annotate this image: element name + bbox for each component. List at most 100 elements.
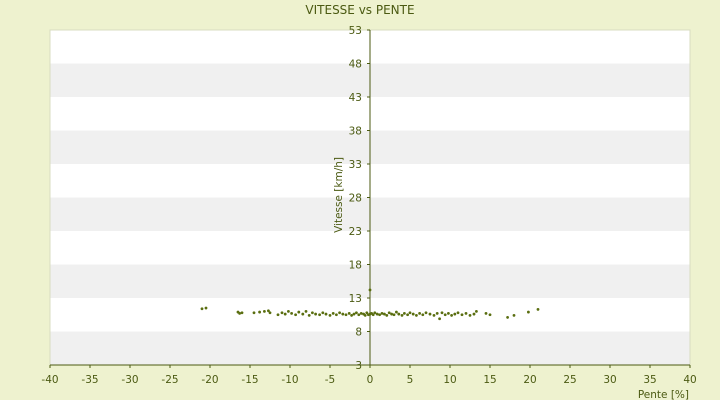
data-point	[484, 312, 488, 315]
x-tick-label: 5	[407, 374, 414, 386]
data-point	[314, 312, 317, 316]
data-point	[385, 314, 389, 317]
data-point	[371, 313, 375, 317]
x-tick-label: 30	[603, 374, 616, 386]
data-point	[373, 311, 377, 315]
y-tick-label: 18	[349, 260, 362, 272]
data-point	[418, 312, 421, 315]
data-point	[408, 311, 412, 315]
data-point	[424, 311, 428, 315]
data-point	[383, 312, 386, 316]
x-tick-label: -5	[325, 374, 335, 386]
data-point	[406, 313, 409, 317]
data-point	[460, 313, 464, 317]
data-point	[536, 307, 540, 311]
y-tick-label: 48	[349, 59, 362, 71]
data-point	[438, 317, 441, 321]
data-points	[200, 288, 540, 321]
data-point	[397, 312, 401, 316]
x-tick-label: 0	[367, 374, 374, 386]
data-point	[359, 312, 363, 315]
x-tick-label: -25	[161, 374, 178, 386]
data-point	[375, 312, 379, 316]
data-point	[387, 311, 391, 315]
data-point	[283, 312, 287, 316]
data-point	[352, 312, 356, 316]
data-point	[344, 313, 348, 317]
data-point	[447, 312, 450, 315]
data-point	[204, 306, 208, 310]
data-point	[304, 310, 308, 313]
x-tick-label: -10	[281, 374, 298, 386]
data-point	[468, 314, 472, 317]
data-point	[527, 310, 530, 314]
data-point	[475, 310, 478, 313]
y-tick-label: 3	[355, 360, 362, 372]
data-point	[395, 310, 398, 314]
y-tick-label: 23	[349, 226, 362, 238]
data-point	[335, 313, 338, 317]
data-point	[488, 313, 492, 317]
y-tick-label: 53	[349, 25, 362, 37]
data-point	[392, 313, 396, 317]
data-point	[428, 312, 432, 316]
data-point	[263, 310, 266, 313]
y-tick-label: 13	[349, 293, 362, 305]
data-point	[328, 314, 332, 317]
data-point	[338, 311, 341, 315]
data-point	[440, 311, 444, 315]
x-tick-label: -30	[121, 374, 138, 386]
data-point	[365, 311, 369, 315]
x-tick-label: -35	[81, 374, 98, 386]
data-point	[357, 313, 361, 317]
data-point	[238, 312, 242, 315]
chart-title: VITESSE vs PENTE	[305, 3, 414, 17]
data-point	[435, 312, 439, 315]
x-tick-label: 40	[683, 374, 696, 386]
data-point	[368, 288, 372, 292]
y-axis-label: Vitesse [km/h]	[333, 157, 345, 233]
x-tick-label: -20	[201, 374, 218, 386]
y-tick-label: 28	[349, 193, 362, 205]
data-point	[318, 313, 321, 317]
data-point	[307, 314, 311, 317]
data-point	[324, 312, 328, 316]
data-point	[400, 314, 404, 317]
data-point	[472, 312, 476, 316]
x-tick-label: -15	[241, 374, 258, 386]
data-point	[290, 312, 293, 315]
data-point	[276, 313, 280, 317]
data-point	[287, 310, 290, 313]
data-point	[456, 311, 460, 315]
data-point	[512, 314, 516, 317]
data-point	[297, 310, 301, 314]
data-point	[363, 314, 367, 317]
data-point	[331, 312, 335, 315]
data-point	[506, 316, 509, 319]
y-tick-label: 38	[349, 126, 362, 138]
x-tick-labels: -40 -35 -30 -25 -20 -15 -10 -5 0 5 10 15 20 25 30 35 40	[41, 365, 697, 386]
data-point	[450, 314, 453, 317]
data-point	[453, 312, 457, 316]
x-tick-label: 25	[563, 374, 576, 386]
data-point	[403, 312, 406, 315]
x-axis-label: Pente [%]	[638, 389, 689, 400]
data-point	[347, 312, 351, 315]
y-tick-label: 43	[349, 92, 362, 104]
x-tick-label: 35	[643, 374, 656, 386]
data-point	[240, 311, 244, 315]
data-point	[443, 313, 447, 317]
data-point	[378, 313, 381, 317]
y-tick-label: 33	[349, 159, 362, 171]
data-point	[311, 311, 314, 315]
data-point	[268, 311, 272, 315]
data-point	[321, 311, 325, 315]
data-point	[294, 313, 297, 317]
data-point	[200, 307, 204, 311]
data-point	[415, 314, 418, 317]
data-point	[341, 312, 345, 316]
data-point	[432, 314, 436, 317]
data-point	[301, 312, 305, 316]
